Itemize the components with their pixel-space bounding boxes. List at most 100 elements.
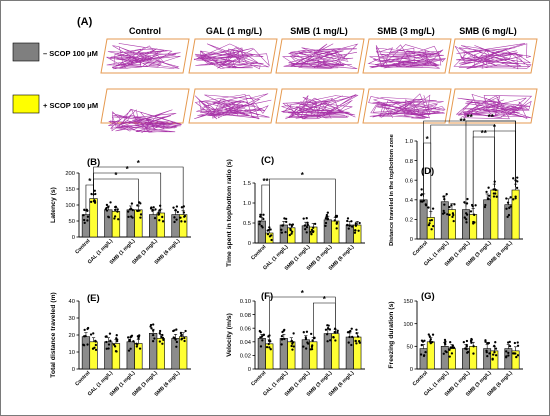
bar [81,336,91,370]
data-point [269,228,272,231]
data-point [280,228,283,231]
data-point [448,348,451,351]
data-point [86,343,89,346]
swim-path [453,43,532,70]
data-point [107,343,111,346]
data-point [270,234,273,237]
data-point [291,342,294,345]
swim-path [108,108,182,133]
data-point [514,195,517,198]
data-point [280,343,283,346]
data-point [424,350,427,354]
data-point [324,221,328,225]
data-point [82,344,86,347]
data-point [487,341,491,345]
bar [257,338,266,370]
data-point [285,220,288,224]
data-point [452,346,456,349]
data-point [267,339,271,343]
data-point [428,219,432,222]
data-point [262,333,265,337]
data-point [152,323,155,326]
data-point [303,224,306,227]
data-point [116,338,119,341]
data-point [306,221,309,224]
data-point [346,223,349,227]
data-point [347,227,350,230]
data-point [131,216,134,219]
data-point [290,344,293,348]
data-point [289,227,292,230]
bar [81,214,91,238]
data-point [347,341,350,344]
tank-outline [275,88,365,124]
data-point [488,352,491,355]
swim-track [275,88,365,124]
data-point [180,337,184,340]
bar [179,336,188,370]
data-point [448,355,451,358]
data-point [158,209,161,212]
bar [309,341,318,370]
x-tick-label: Control [250,244,268,262]
swim-track [448,88,538,124]
data-point [259,345,263,348]
data-point [420,188,423,191]
legend-swatch-minus [12,42,40,62]
data-point [259,213,262,216]
data-point [431,333,435,336]
data-point [285,217,288,221]
significance-marker: ** [481,129,488,138]
data-point [443,197,446,201]
data-point [310,233,313,236]
column-label-smb-3: SMB (3 mg/L) [377,26,435,36]
data-point [348,335,351,339]
bar [134,343,143,370]
data-point [350,327,353,330]
bar [149,332,158,370]
data-point [151,333,155,337]
data-point [355,328,358,331]
data-point [420,353,423,356]
y-tick-label: 100 [65,203,75,209]
data-point [313,336,316,339]
x-tick-label: Control [74,370,92,388]
data-point [335,222,338,225]
data-point [105,335,108,338]
data-point [442,195,445,198]
bar [279,224,288,244]
significance-bracket [269,178,336,230]
data-point [508,344,512,348]
data-point [266,229,269,232]
data-point [326,218,329,221]
legend-label-minus: – SCOP 100 μM [43,49,98,58]
tank-outline [448,38,538,74]
data-point [179,216,182,219]
data-point [429,342,432,345]
y-tick-label: 0 [248,241,251,247]
swim-path [194,93,272,120]
column-label-gal: GAL (1 mg/L) [206,26,262,36]
data-point [86,327,89,331]
data-point [91,347,95,350]
data-point [182,211,186,214]
data-point [184,329,187,333]
bar [171,214,180,238]
data-point [107,205,110,209]
y-tick-label: 50 [407,345,413,351]
data-point [260,224,263,228]
data-point [94,192,97,196]
significance-marker: * [88,177,92,186]
data-point [429,338,432,341]
significance-marker: ** [488,113,495,122]
data-point [89,200,93,204]
data-point [354,340,357,343]
tank-outline [188,88,278,124]
chart-panel-d: (D) 0 0.2 0.4 0.6 0.8 1.0 Distance traveled in … [389,113,523,268]
data-point [422,199,425,202]
data-point [129,207,133,210]
bar [353,224,362,244]
data-point [175,345,178,348]
data-point [105,203,109,207]
